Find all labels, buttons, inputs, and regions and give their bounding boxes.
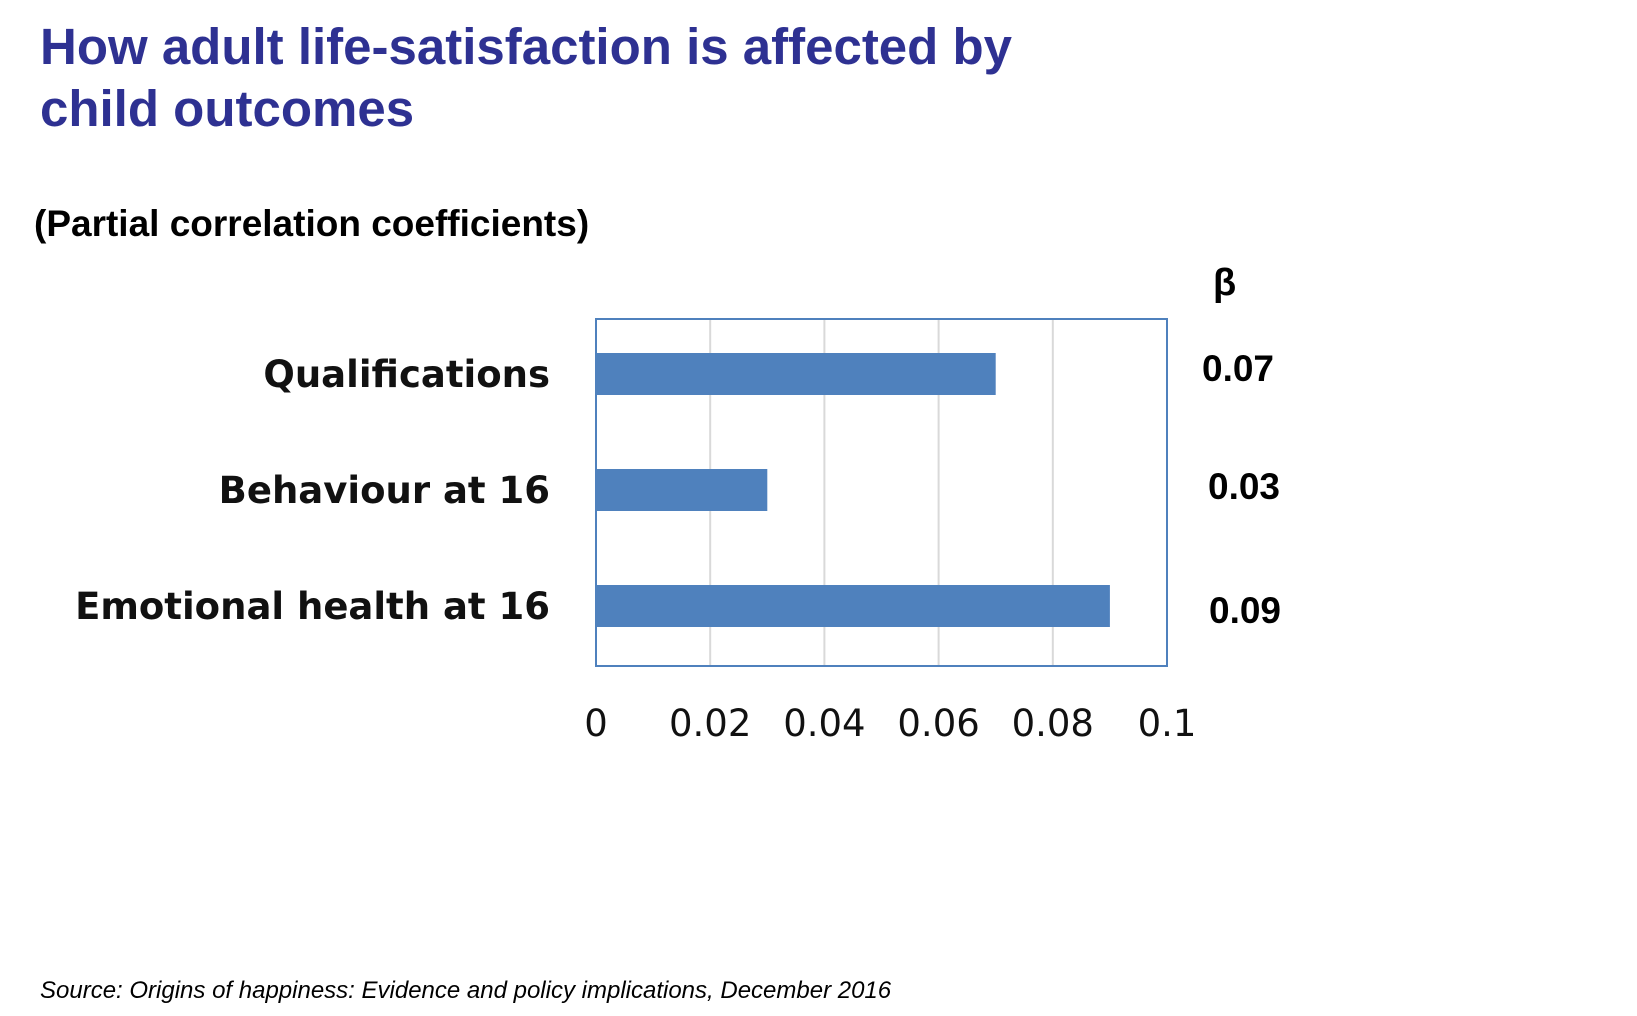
bar-qualifications: [596, 353, 996, 395]
plot-area-border: [595, 318, 1168, 667]
bar-behaviour-at-16: [596, 469, 768, 511]
beta-header: β: [1213, 262, 1237, 304]
title-line-2: child outcomes: [40, 80, 415, 137]
source-note: Source: Origins of happiness: Evidence a…: [40, 977, 892, 1004]
category-label: Behaviour at 16: [219, 469, 550, 512]
x-tick-label: 0.04: [783, 702, 865, 745]
chart-subtitle: (Partial correlation coefficients): [34, 203, 590, 244]
x-tick-label: 0.1: [1138, 702, 1197, 745]
beta-value-emotional-health: 0.09: [1209, 590, 1282, 631]
x-tick-label: 0.08: [1012, 702, 1094, 745]
category-label: Emotional health at 16: [75, 585, 550, 628]
x-tick-label: 0.02: [669, 702, 751, 745]
title-line-1: How adult life-satisfaction is affected …: [40, 18, 1013, 75]
slide-title: How adult life-satisfaction is affected …: [40, 16, 1240, 140]
beta-value-qualifications: 0.07: [1202, 348, 1275, 389]
bar-emotional-health-at-16: [596, 585, 1110, 627]
beta-value-behaviour: 0.03: [1208, 466, 1281, 507]
category-labels: Qualifications Behaviour at 16 Emotional h…: [75, 353, 550, 628]
x-tick-label: 0: [584, 702, 608, 745]
chart-bars: [596, 353, 1110, 627]
x-tick-label: 0.06: [897, 702, 979, 745]
category-label: Qualifications: [263, 353, 550, 396]
x-axis-tick-labels: 0 0.02 0.04 0.06 0.08 0.1: [584, 702, 1196, 745]
